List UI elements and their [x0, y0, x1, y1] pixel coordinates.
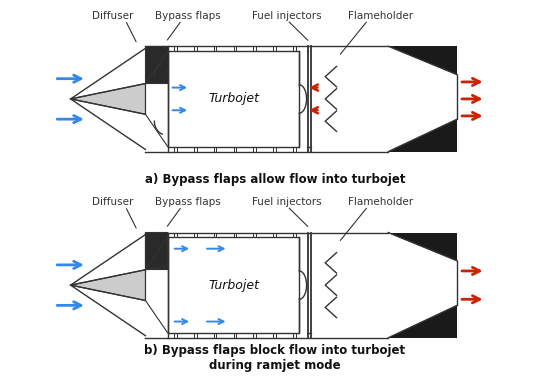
Text: b) Bypass flaps block flow into turbojet
during ramjet mode: b) Bypass flaps block flow into turbojet… — [145, 344, 405, 372]
Polygon shape — [145, 233, 168, 269]
Text: Turbojet: Turbojet — [208, 279, 259, 291]
Polygon shape — [388, 119, 457, 152]
Text: Flameholder: Flameholder — [348, 11, 413, 21]
Polygon shape — [388, 46, 457, 74]
Text: Turbojet: Turbojet — [208, 92, 259, 105]
Text: Flameholder: Flameholder — [348, 197, 413, 207]
Text: Bypass flaps: Bypass flaps — [155, 197, 221, 207]
Text: Diffuser: Diffuser — [92, 197, 134, 207]
Bar — [168, 51, 299, 147]
Text: Diffuser: Diffuser — [92, 11, 134, 21]
Text: a) Bypass flaps allow flow into turbojet: a) Bypass flaps allow flow into turbojet — [145, 173, 405, 186]
Text: Fuel injectors: Fuel injectors — [252, 11, 322, 21]
Text: Bypass flaps: Bypass flaps — [155, 11, 221, 21]
Polygon shape — [70, 270, 145, 301]
Polygon shape — [145, 233, 168, 270]
Bar — [168, 238, 299, 333]
Polygon shape — [388, 306, 457, 338]
Polygon shape — [388, 233, 457, 261]
Text: Fuel injectors: Fuel injectors — [252, 197, 322, 207]
Polygon shape — [70, 84, 145, 114]
Polygon shape — [145, 46, 168, 83]
